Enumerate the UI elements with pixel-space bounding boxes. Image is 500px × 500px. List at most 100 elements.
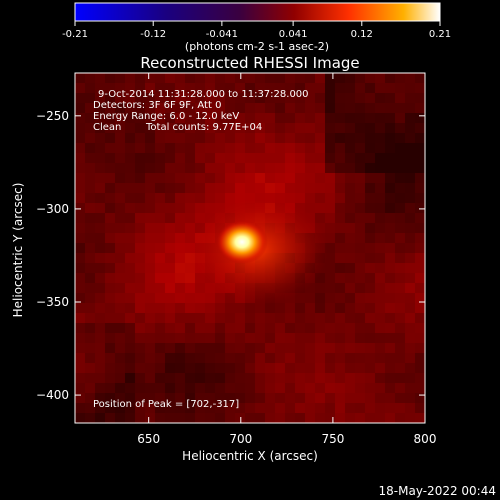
heatmap-cell (285, 373, 295, 383)
heatmap-cell (75, 223, 85, 233)
heatmap-cell (125, 243, 135, 253)
y-tick-label: −250 (36, 109, 69, 123)
heatmap-cell (385, 223, 395, 233)
heatmap-cell (385, 393, 395, 403)
heatmap-cell (415, 103, 425, 113)
heatmap-cell (185, 383, 195, 393)
heatmap-cell (185, 223, 195, 233)
heatmap-cell (305, 313, 315, 323)
heatmap-cell (355, 193, 365, 203)
heatmap-cell (375, 173, 385, 183)
heatmap-cell (385, 73, 395, 83)
heatmap-cell (125, 263, 135, 273)
heatmap-cell (395, 133, 405, 143)
heatmap-cell (345, 243, 355, 253)
heatmap-cell (125, 103, 135, 113)
heatmap-cell (315, 333, 325, 343)
heatmap-cell (135, 203, 145, 213)
heatmap-cell (355, 383, 365, 393)
heatmap-cell (75, 93, 85, 103)
heatmap-cell (395, 373, 405, 383)
heatmap-cell (325, 293, 335, 303)
heatmap-cell (155, 73, 165, 83)
heatmap-cell (185, 353, 195, 363)
heatmap-cell (415, 73, 425, 83)
heatmap-cell (145, 363, 155, 373)
heatmap-cell (385, 123, 395, 133)
heatmap-cell (75, 173, 85, 183)
heatmap-cell (145, 83, 155, 93)
heatmap-cell (385, 173, 395, 183)
heatmap-cell (195, 93, 205, 103)
heatmap-cell (115, 283, 125, 293)
heatmap-cell (145, 113, 155, 123)
heatmap-cell (135, 193, 145, 203)
heatmap-cell (285, 303, 295, 313)
heatmap-cell (175, 133, 185, 143)
heatmap-cell (375, 273, 385, 283)
heatmap-cell (295, 153, 305, 163)
heatmap-cell (135, 163, 145, 173)
heatmap-cell (275, 333, 285, 343)
heatmap-cell (115, 383, 125, 393)
heatmap-cell (275, 123, 285, 133)
heatmap-cell (345, 183, 355, 193)
heatmap-cell (365, 293, 375, 303)
heatmap-cell (415, 293, 425, 303)
heatmap-cell (175, 83, 185, 93)
heatmap-cell (255, 363, 265, 373)
heatmap-cell (185, 143, 195, 153)
heatmap-cell (275, 183, 285, 193)
heatmap-cell (315, 323, 325, 333)
heatmap-cell (345, 393, 355, 403)
heatmap-cell (145, 153, 155, 163)
heatmap-cell (335, 193, 345, 203)
heatmap-cell (345, 73, 355, 83)
heatmap-cell (85, 373, 95, 383)
heatmap-cell (245, 313, 255, 323)
heatmap-cell (395, 303, 405, 313)
heatmap-cell (85, 203, 95, 213)
heatmap-cell (375, 223, 385, 233)
heatmap-cell (325, 243, 335, 253)
heatmap-cell (355, 243, 365, 253)
heatmap-cell (395, 233, 405, 243)
heatmap-cell (335, 233, 345, 243)
heatmap-cell (85, 173, 95, 183)
heatmap-cell (315, 113, 325, 123)
heatmap-cell (85, 343, 95, 353)
heatmap-cell (365, 153, 375, 163)
heatmap-cell (385, 233, 395, 243)
heatmap-cell (195, 213, 205, 223)
heatmap-cell (155, 163, 165, 173)
heatmap-cell (165, 193, 175, 203)
heatmap-cell (195, 333, 205, 343)
heatmap-cell (275, 93, 285, 103)
heatmap-cell (235, 173, 245, 183)
heatmap-cell (205, 133, 215, 143)
heatmap-cell (355, 83, 365, 93)
heatmap-cell (75, 203, 85, 213)
heatmap-cell (245, 343, 255, 353)
heatmap-cell (385, 313, 395, 323)
heatmap-cell (295, 413, 305, 423)
heatmap-cell (305, 383, 315, 393)
heatmap-cell (225, 393, 235, 403)
heatmap-cell (135, 263, 145, 273)
heatmap-cell (175, 313, 185, 323)
heatmap-cell (245, 153, 255, 163)
heatmap-cell (345, 173, 355, 183)
heatmap-cell (285, 413, 295, 423)
heatmap-cell (195, 363, 205, 373)
heatmap-cell (75, 233, 85, 243)
heatmap-cell (345, 163, 355, 173)
heatmap-cell (105, 283, 115, 293)
heatmap-cell (315, 303, 325, 313)
heatmap-cell (415, 213, 425, 223)
heatmap-cell (415, 263, 425, 273)
heatmap-cell (285, 173, 295, 183)
heatmap-cell (195, 163, 205, 173)
heatmap-cell (275, 83, 285, 93)
heatmap-cell (195, 103, 205, 113)
heatmap-cell (355, 233, 365, 243)
